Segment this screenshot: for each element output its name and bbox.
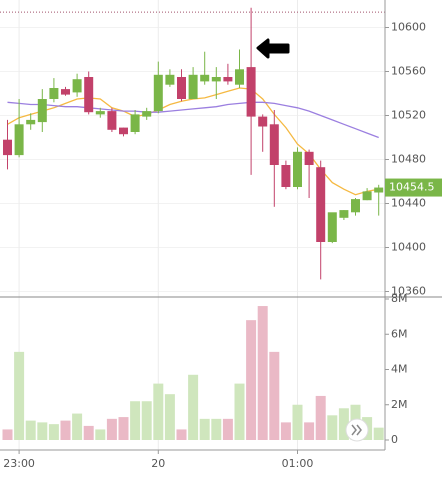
candle-body [374, 187, 384, 193]
candle-body [293, 151, 302, 187]
x-tick-label: 20 [151, 457, 165, 470]
y-tick-label: 10560 [391, 65, 426, 78]
candle-body [327, 212, 337, 242]
candle-body [362, 191, 372, 201]
y-tick-label: 10360 [391, 285, 426, 298]
candle-body [72, 79, 82, 93]
volume-tick-label: 2M [391, 398, 408, 411]
volume-bar [188, 374, 199, 440]
annotation-arrow [256, 38, 290, 59]
volume-bar [153, 383, 164, 440]
volume-bar [222, 418, 233, 440]
volume-bar [315, 395, 326, 440]
candle-body [84, 77, 94, 113]
volume-bar [292, 404, 303, 440]
volume-bar [246, 320, 257, 440]
volume-bar [141, 401, 152, 440]
candle-body [211, 77, 221, 82]
candle-body [188, 74, 198, 99]
candle-body [49, 88, 59, 99]
volume-bar [106, 418, 117, 440]
x-tick-label: 01:00 [282, 457, 314, 470]
candle-body [269, 124, 279, 165]
volume-tick-label: 0 [391, 433, 398, 446]
y-tick-label: 10440 [391, 197, 426, 210]
candle-body [119, 127, 128, 135]
volume-bar [176, 429, 187, 440]
volume-bar [373, 427, 384, 440]
candle-body [26, 119, 36, 125]
volume-bar [60, 420, 71, 440]
candle-body [37, 99, 47, 123]
volume-bar [269, 351, 280, 440]
volume-bar [280, 422, 291, 440]
plot [0, 0, 385, 450]
last-price-label: 10454.5 [389, 181, 435, 194]
moving-average [7, 101, 379, 139]
candle-body [130, 114, 140, 132]
volume-bar [25, 420, 36, 440]
scroll-button-circle[interactable] [345, 418, 369, 442]
candle-body [223, 77, 233, 82]
candle-body [339, 210, 349, 218]
volume-bar [2, 429, 13, 440]
candle-body [142, 111, 152, 117]
scroll-button-icon[interactable] [351, 424, 362, 436]
candle-body [153, 74, 163, 112]
volume-bar [83, 425, 94, 440]
volume-tick-label: 6M [391, 327, 408, 340]
last-price-box [385, 178, 442, 197]
candle-body [235, 69, 244, 85]
volume-tick-label: 4M [391, 363, 408, 376]
volume-bar [118, 417, 129, 440]
volume-bar [130, 401, 141, 440]
volume-bar [304, 422, 315, 440]
x-tick-label: 23:00 [3, 457, 35, 470]
candle-body [107, 111, 117, 130]
candle-body [61, 89, 70, 95]
candle-body [165, 74, 175, 85]
candle-body [3, 139, 12, 156]
volume-tick-label: 8M [391, 292, 408, 305]
volume-bar [234, 383, 245, 440]
y-tick-label: 10520 [391, 109, 426, 122]
volume-bar [95, 429, 106, 440]
volume-bar [72, 413, 83, 440]
volume-bar [199, 418, 210, 440]
candle-body [95, 111, 105, 115]
volume-bar [14, 351, 25, 440]
volume-bar [338, 408, 349, 440]
y-tick-label: 10480 [391, 153, 426, 166]
candle-body [14, 124, 24, 156]
candle-body [351, 199, 360, 213]
scroll-button[interactable] [345, 418, 369, 442]
candle-body [316, 167, 326, 242]
volume-bar [48, 424, 59, 440]
y-tick-label: 10400 [391, 241, 426, 254]
candle-body [177, 77, 186, 99]
volume-bar [327, 415, 338, 440]
candle-body [200, 74, 210, 82]
volume-bar [37, 422, 48, 440]
candle-body [304, 151, 314, 165]
volume-bar [211, 418, 222, 440]
y-tick-label: 10600 [391, 21, 426, 34]
volume-bar [257, 306, 268, 440]
candle-body [281, 165, 291, 187]
candle-body [246, 67, 256, 117]
volume-bar [164, 394, 175, 440]
candle-body [258, 116, 268, 127]
